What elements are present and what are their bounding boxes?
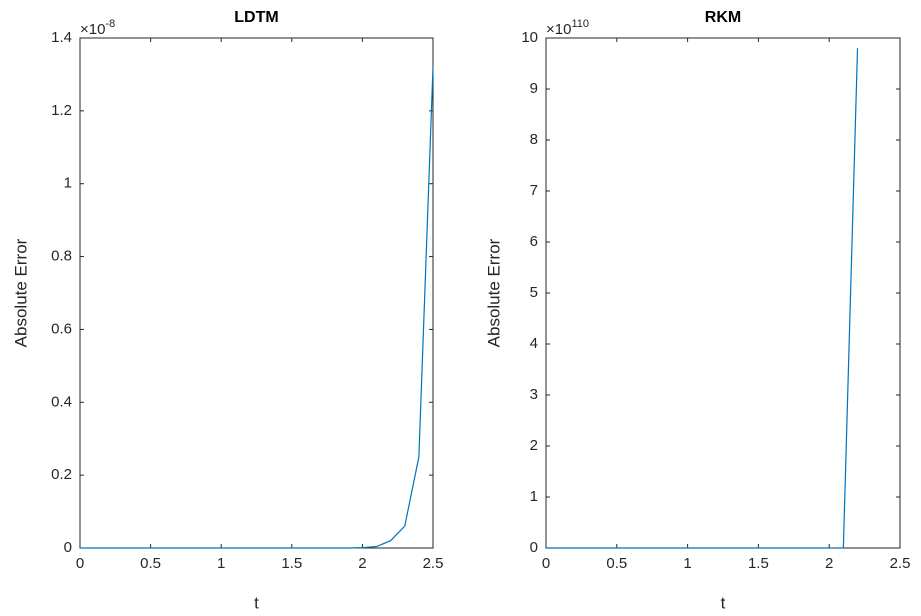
y-tick-label: 0.4 [51, 393, 72, 410]
y-tick-label: 0.8 [51, 248, 72, 265]
y-tick-label: 7 [530, 182, 538, 199]
exponent-power: 110 [571, 18, 589, 30]
axis-exponent: ×10-8 [80, 18, 115, 38]
data-line [80, 67, 434, 549]
y-tick-label: 1 [530, 488, 538, 505]
y-tick-label: 8 [530, 131, 538, 148]
y-tick-label: 0.6 [51, 320, 72, 337]
x-tick-label: 2.5 [890, 555, 911, 572]
exponent-power: -8 [105, 18, 115, 30]
y-tick-label: 3 [530, 386, 538, 403]
chart-title: LDTM [234, 9, 278, 26]
exponent-base: ×10 [546, 21, 571, 38]
x-tick-label: 2.5 [423, 555, 444, 572]
x-tick-label: 0.5 [140, 555, 161, 572]
axes-box [545, 37, 901, 549]
axes-box [79, 37, 434, 549]
x-tick-label: 2 [358, 555, 366, 572]
exponent-base: ×10 [80, 21, 105, 38]
y-tick-label: 1 [64, 175, 72, 192]
x-tick-label: 1 [217, 555, 225, 572]
data-line [546, 48, 859, 549]
x-tick-label: 2 [825, 555, 833, 572]
y-tick-label: 0 [530, 539, 538, 556]
y-tick-label: 10 [521, 29, 538, 46]
x-axis-label: t [721, 593, 726, 612]
x-axis-label: t [254, 593, 259, 612]
chart-title: RKM [705, 9, 741, 26]
y-tick-label: 6 [530, 233, 538, 250]
y-tick-label: 1.2 [51, 102, 72, 119]
y-tick-label: 4 [530, 335, 538, 352]
x-tick-label: 0 [542, 555, 550, 572]
y-tick-label: 0 [64, 539, 72, 556]
y-tick-label: 0.2 [51, 466, 72, 483]
x-tick-label: 1.5 [281, 555, 302, 572]
y-axis-label: Absolute Error [11, 238, 30, 347]
x-tick-label: 0 [76, 555, 84, 572]
y-axis-label: Absolute Error [484, 238, 503, 347]
y-tick-label: 5 [530, 284, 538, 301]
x-tick-label: 0.5 [606, 555, 627, 572]
axis-exponent: ×10110 [546, 18, 589, 38]
x-tick-label: 1.5 [748, 555, 769, 572]
y-tick-label: 9 [530, 80, 538, 97]
x-tick-label: 1 [683, 555, 691, 572]
y-tick-label: 1.4 [51, 29, 72, 46]
y-tick-label: 2 [530, 437, 538, 454]
